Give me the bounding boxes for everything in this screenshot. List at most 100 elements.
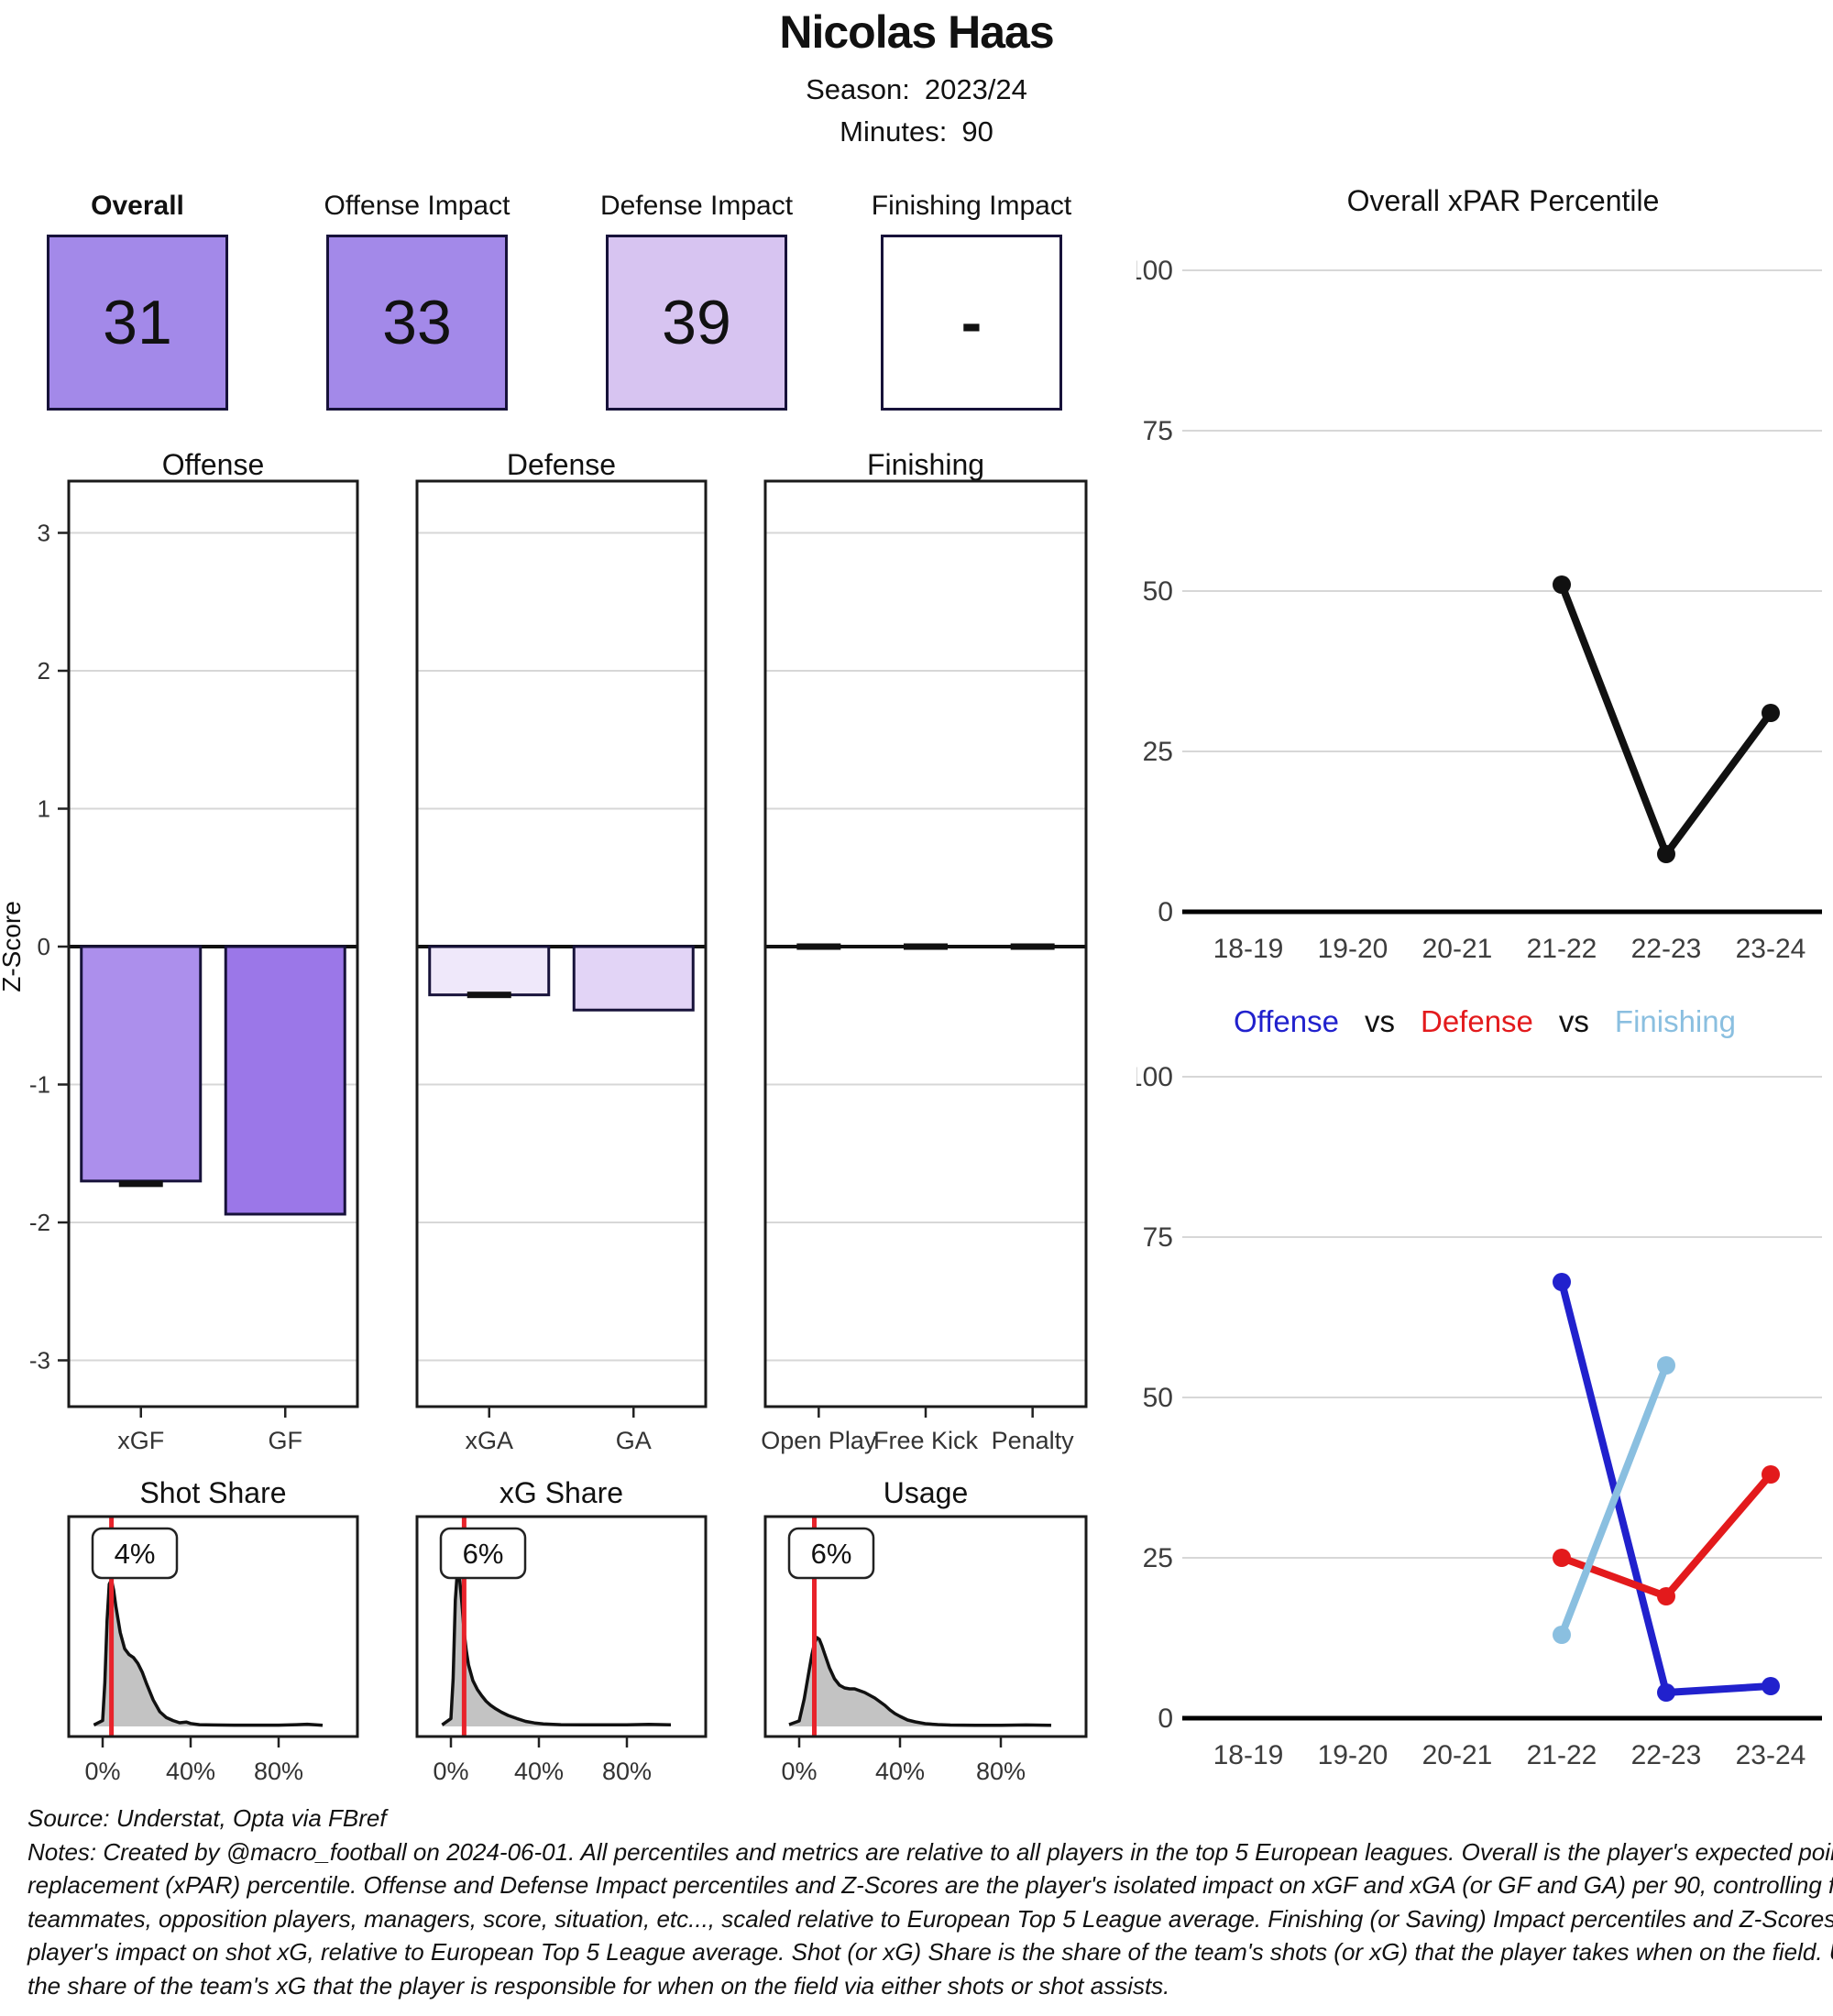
impact-card-label: Defense Impact (599, 191, 794, 221)
y-tick-label: 50 (1143, 576, 1173, 607)
x-tick-label: Penalty (992, 1427, 1075, 1454)
legend-item-finishing: Finishing (1614, 1004, 1736, 1038)
x-tick-label: 40% (166, 1758, 215, 1785)
impact-card-value-box: - (881, 235, 1062, 411)
x-tick-label: 0% (433, 1758, 468, 1785)
panel-border (763, 1515, 1088, 1738)
x-tick-label: 23-24 (1736, 1740, 1806, 1770)
value-label: 4% (115, 1538, 156, 1570)
series-line-offense (1558, 1278, 1774, 1696)
impact-card-value: 39 (662, 288, 731, 357)
notes-text-line: Notes: Created by @macro_football on 202… (27, 1837, 1833, 1866)
density-title-shot_share: Shot Share (139, 1476, 286, 1509)
data-point-offense (1762, 1677, 1780, 1695)
impact-card-offense: Offense Impact 33 (280, 191, 554, 411)
x-tick-label: 20-21 (1422, 1740, 1493, 1770)
x-tick-label: 19-20 (1318, 1740, 1388, 1770)
minutes-value: 90 (961, 115, 993, 148)
error-mark (118, 1180, 163, 1188)
density-fill (442, 1569, 671, 1726)
bar-gf (224, 945, 346, 1216)
panel-border (67, 1515, 359, 1738)
y-tick-label: 0 (38, 933, 50, 960)
minutes-line: Minutes: 90 (0, 115, 1833, 148)
density-fill (93, 1580, 324, 1726)
panel-border (415, 1515, 708, 1738)
y-tick-label: -3 (29, 1347, 50, 1375)
impact-card-label: Offense Impact (324, 191, 510, 221)
y-tick-label: 0 (1158, 897, 1173, 927)
error-mark (904, 943, 948, 950)
density-title-usage: Usage (884, 1476, 969, 1509)
legend-item-offense: Offense (1234, 1004, 1339, 1038)
panel-title-finishing: Finishing (867, 448, 984, 481)
x-tick-label: 0% (781, 1758, 817, 1785)
x-tick-label: GA (616, 1427, 652, 1454)
y-tick-label: 75 (1143, 416, 1173, 446)
impact-card-value: 33 (382, 288, 452, 357)
data-point-defense (1762, 1465, 1780, 1484)
y-tick-label: 75 (1143, 1222, 1173, 1253)
x-tick-label: 21-22 (1527, 1740, 1597, 1770)
impact-card-value: 31 (103, 288, 172, 357)
impact-card-value-box: 39 (606, 235, 787, 411)
y-tick-label: 25 (1143, 1543, 1173, 1573)
x-tick-label: Free Kick (873, 1427, 979, 1454)
error-mark (796, 943, 841, 950)
legend-item-defense: Defense (1420, 1004, 1533, 1038)
value-label-box (787, 1527, 875, 1580)
data-point-defense (1657, 1587, 1675, 1605)
offense-defense-finishing-chart: 100 75 50 25 0 18-19 19-20 20-21 21-22 22-23 23-24 (1136, 1062, 1822, 1770)
x-tick-label: xGA (465, 1427, 513, 1454)
series-line-overall (1558, 581, 1774, 858)
x-tick-label: Open Play (761, 1427, 877, 1454)
source-note: Source: Understat, Opta via FBref (27, 1804, 387, 1832)
legend-item-vs: vs (1558, 1004, 1589, 1038)
data-point-offense (1657, 1683, 1675, 1702)
footnotes: Source: Understat, Opta via FBref Notes:… (27, 1802, 1833, 2002)
series-line-defense (1558, 1471, 1774, 1600)
value-label: 6% (811, 1538, 852, 1570)
x-tick-label: 19-20 (1318, 934, 1388, 964)
x-tick-label: 0% (84, 1758, 120, 1785)
page-title: Nicolas Haas (779, 6, 1054, 58)
x-tick-label: GF (269, 1427, 303, 1454)
x-tick-label: 20-21 (1422, 934, 1493, 964)
minutes-label: Minutes: (840, 115, 948, 148)
impact-card-label: Overall (91, 191, 184, 221)
data-point-overall (1657, 845, 1675, 863)
x-tick-label: 40% (514, 1758, 564, 1785)
impact-card-value: - (960, 288, 982, 357)
panel-title-defense: Defense (507, 448, 616, 481)
season-label: Season: (806, 73, 910, 105)
y-tick-label: 2 (38, 657, 50, 685)
y-tick-label: 100 (1136, 256, 1173, 286)
x-tick-label: 18-19 (1213, 934, 1284, 964)
y-tick-label: 3 (38, 520, 50, 547)
season-line: Season: 2023/24 (0, 73, 1833, 106)
impact-card-defense: Defense Impact 39 (559, 191, 834, 411)
x-tick-label: xGF (117, 1427, 164, 1454)
impact-card-label: Finishing Impact (871, 191, 1072, 221)
notes-text-line: player's impact on shot xG, relative to … (27, 1938, 1833, 1966)
data-point-finishing (1553, 1626, 1571, 1644)
data-point-finishing (1657, 1356, 1675, 1375)
impact-card-finishing: Finishing Impact - (834, 191, 1109, 411)
xpar-percentile-chart: 100 75 50 25 0 18-19 19-20 20-21 21-22 22-23 23-24… (1136, 184, 1822, 964)
y-tick-label: 100 (1136, 1062, 1173, 1092)
bar-xgf (80, 945, 203, 1183)
x-tick-label: 22-23 (1631, 934, 1702, 964)
x-tick-label: 80% (976, 1758, 1026, 1785)
x-tick-label: 80% (602, 1758, 652, 1785)
panel-title-offense: Offense (162, 448, 264, 481)
y-axis-title: Z-Score (0, 901, 26, 992)
y-tick-label: -1 (29, 1071, 50, 1099)
panel-border (415, 479, 708, 1408)
x-tick-label: 22-23 (1631, 1740, 1702, 1770)
bar-ga (572, 945, 695, 1012)
y-tick-label: 50 (1143, 1383, 1173, 1413)
value-label-box (91, 1527, 179, 1580)
y-tick-label: -2 (29, 1209, 50, 1236)
impact-card-overall: Overall 31 (0, 191, 275, 411)
